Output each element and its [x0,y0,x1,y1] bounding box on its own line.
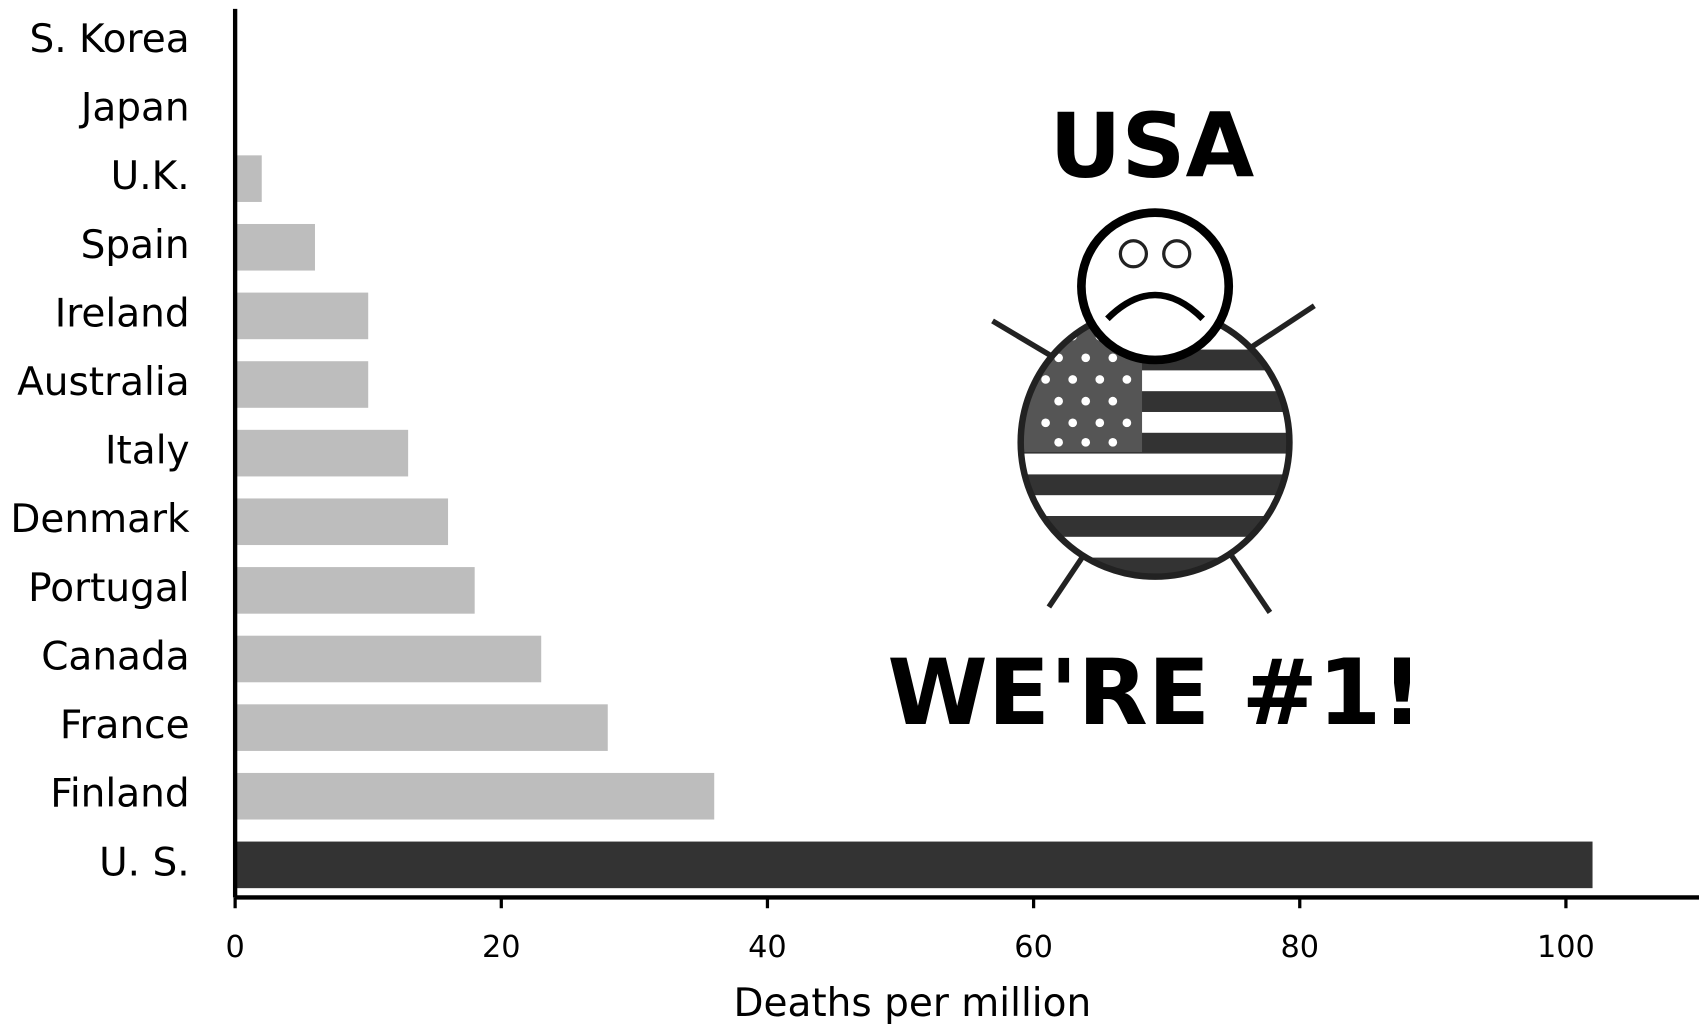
bar [235,567,475,614]
flag-stripe [1021,474,1289,496]
annotation: USA [1049,94,1254,197]
x-tick-label: 20 [482,930,521,965]
y-tick-label: Ireland [55,291,190,336]
bar [235,155,262,202]
y-tick-label: Italy [105,429,190,474]
y-tick-label: Spain [81,223,190,268]
y-tick-label: Portugal [28,566,190,611]
y-tick-label: Denmark [10,497,190,542]
y-tick-label: Canada [41,634,189,679]
y-tick-label: U.K. [111,154,190,199]
bar [235,635,542,683]
x-tick-label: 100 [1537,930,1595,965]
x-tick-label: 40 [748,930,787,965]
bar [235,704,608,751]
bar [235,841,1593,889]
y-tick-label: Finland [50,772,189,817]
bar [235,429,409,477]
y-tick-label: S. Korea [29,17,189,62]
bar [235,361,369,408]
x-axis-label: Deaths per million [733,981,1091,1026]
x-tick-label: 0 [225,930,244,965]
bar [235,772,715,820]
y-tick-label: Australia [17,360,190,405]
bar [235,223,315,271]
flag-stripe [1021,516,1289,537]
annotation: WE'RE #1! [887,641,1422,746]
bar [235,498,449,546]
y-tick-label: Japan [78,86,190,131]
x-tick-label: 80 [1280,930,1319,965]
bar [235,292,369,340]
y-tick-label: U. S. [99,840,189,885]
y-tick-label: France [60,703,190,748]
cartoon [991,208,1316,614]
x-tick-label: 60 [1014,930,1053,965]
